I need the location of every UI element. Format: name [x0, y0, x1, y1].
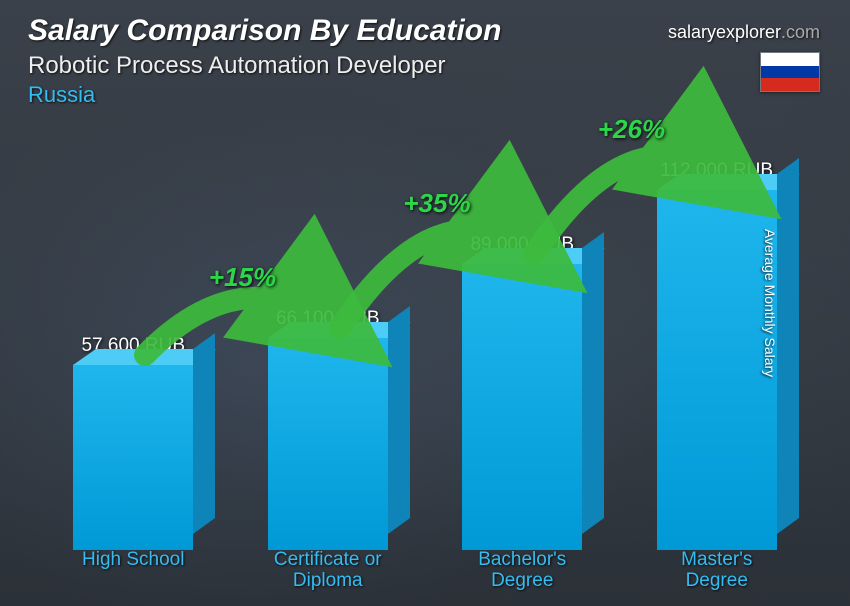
xlabel: High School	[36, 550, 231, 594]
flag-icon	[760, 52, 820, 92]
bar-side-face	[193, 333, 215, 534]
bar-side-face	[777, 158, 799, 534]
salary-chart: 57,600 RUB 66,100 RUB 89,000 RUB 112,000…	[36, 114, 814, 594]
flag-stripe-2	[761, 78, 819, 91]
bar-side-face	[582, 232, 604, 534]
bar-front-face	[657, 190, 777, 550]
flag-stripe-0	[761, 53, 819, 66]
bar-front-face	[268, 338, 388, 550]
bar-side-face	[388, 306, 410, 534]
bars-row: 57,600 RUB 66,100 RUB 89,000 RUB 112,000…	[36, 120, 814, 550]
bar-col: 57,600 RUB	[36, 335, 231, 550]
brand-name: salaryexplorer	[668, 22, 781, 42]
yaxis-label: Average Monthly Salary	[762, 229, 778, 377]
flag-stripe-1	[761, 66, 819, 79]
xlabel: Certificate orDiploma	[231, 550, 426, 594]
bar-3d	[657, 190, 777, 550]
brand-label: salaryexplorer.com	[668, 22, 820, 43]
brand-domain: .com	[781, 22, 820, 42]
bar-3d	[73, 365, 193, 550]
xlabel: Master'sDegree	[620, 550, 815, 594]
bar-3d	[462, 264, 582, 550]
xlabel: Bachelor'sDegree	[425, 550, 620, 594]
xlabels-row: High SchoolCertificate orDiplomaBachelor…	[36, 550, 814, 594]
bar-front-face	[73, 365, 193, 550]
bar-front-face	[462, 264, 582, 550]
chart-subtitle: Robotic Process Automation Developer	[28, 52, 822, 80]
bar-col: 89,000 RUB	[425, 234, 620, 550]
bar-col: 112,000 RUB	[620, 160, 815, 550]
chart-country: Russia	[28, 82, 822, 108]
bar-3d	[268, 338, 388, 550]
bar-col: 66,100 RUB	[231, 308, 426, 550]
